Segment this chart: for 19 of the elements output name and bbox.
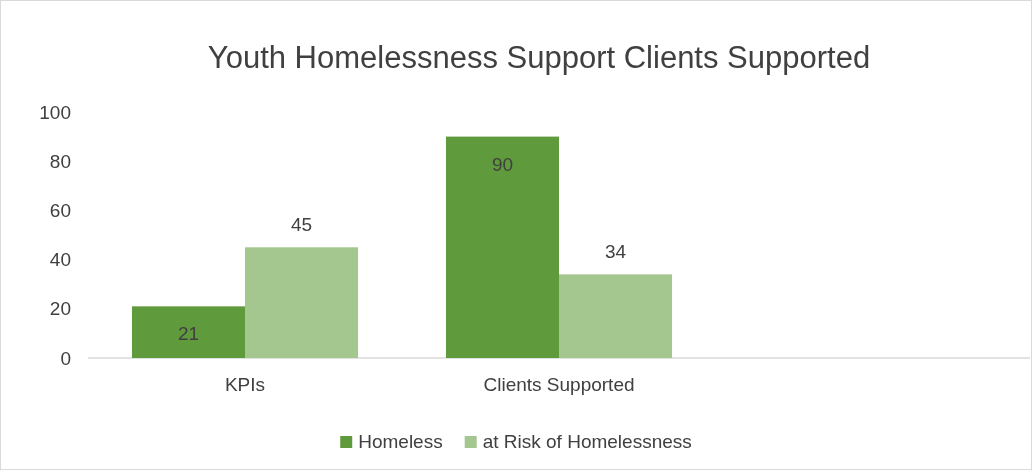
data-label: 34 (604, 241, 627, 263)
chart-title: Youth Homelessness Support Clients Supported (207, 40, 871, 75)
y-tick-label: 80 (49, 150, 71, 172)
x-tick-label: Clients Supported (483, 374, 635, 396)
bar (445, 136, 559, 358)
bar (131, 306, 245, 358)
y-tick-label: 100 (39, 101, 71, 123)
y-tick-label: 0 (60, 347, 71, 369)
x-tick-label: KPIs (224, 374, 266, 396)
y-tick-label: 40 (49, 249, 71, 271)
legend-label: Homeless (358, 431, 443, 452)
bar (245, 247, 359, 358)
y-tick-label: 20 (49, 298, 71, 320)
y-tick-label: 60 (49, 199, 71, 221)
bar (559, 274, 673, 358)
data-label: 45 (290, 214, 313, 236)
legend-label: at Risk of Homelessness (482, 431, 692, 452)
data-label: 90 (491, 153, 514, 175)
data-label: 21 (177, 323, 200, 345)
